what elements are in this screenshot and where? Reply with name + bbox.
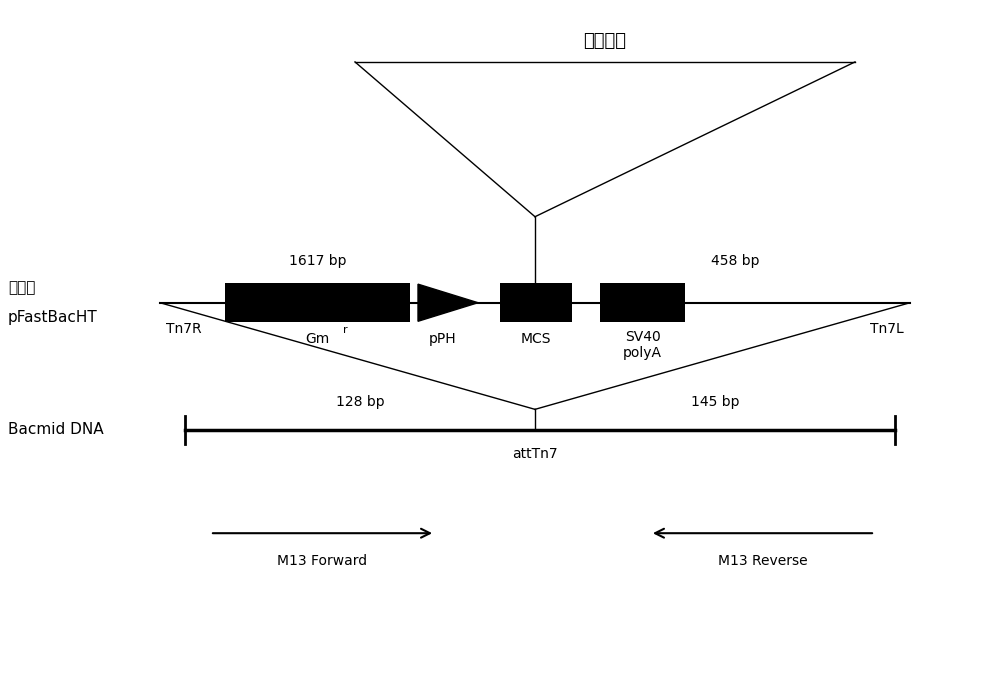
Text: Tn7L: Tn7L: [870, 322, 904, 336]
Text: pPH: pPH: [429, 332, 457, 345]
Text: Bacmid DNA: Bacmid DNA: [8, 422, 104, 438]
Text: r: r: [343, 325, 348, 336]
Text: MCS: MCS: [521, 332, 551, 346]
Text: attTn7: attTn7: [512, 447, 558, 461]
Text: M13 Reverse: M13 Reverse: [718, 554, 807, 568]
Text: 145 bp: 145 bp: [691, 396, 739, 409]
Text: 128 bp: 128 bp: [336, 396, 384, 409]
Text: 外源基因: 外源基因: [584, 32, 627, 50]
Text: Tn7R: Tn7R: [166, 322, 202, 336]
Text: Gm: Gm: [305, 332, 330, 346]
Bar: [500, 283, 572, 322]
Text: pFastBacHT: pFastBacHT: [8, 310, 98, 325]
Text: M13 Forward: M13 Forward: [277, 554, 368, 568]
Bar: [600, 283, 685, 322]
Polygon shape: [418, 284, 478, 321]
Text: 458 bp: 458 bp: [711, 255, 759, 268]
Bar: [225, 283, 410, 322]
Text: SV40
polyA: SV40 polyA: [623, 330, 662, 361]
Text: 1617 bp: 1617 bp: [289, 255, 346, 268]
Text: 转座的: 转座的: [8, 280, 35, 295]
